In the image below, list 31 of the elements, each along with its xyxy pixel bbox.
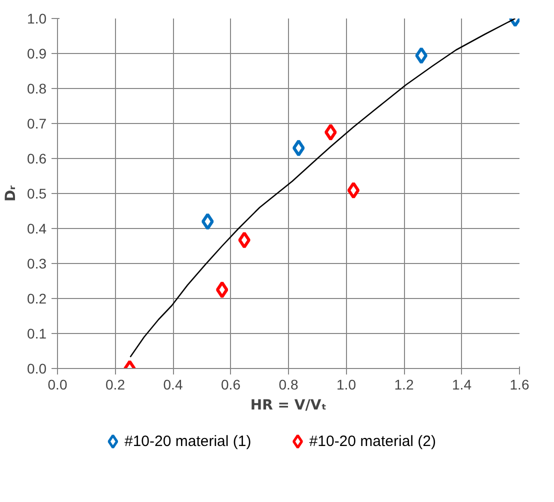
x-tick-label: 0.6 bbox=[221, 376, 241, 392]
point bbox=[347, 182, 360, 199]
x-tick-label: 0.8 bbox=[278, 376, 298, 392]
legend-label: #10-20 material (1) bbox=[124, 433, 252, 450]
y-tick-label: 0.9 bbox=[27, 46, 47, 62]
x-tick-label: 0.4 bbox=[163, 376, 183, 392]
y-tick-label: 0.6 bbox=[27, 150, 47, 166]
y-tick-label: 0.7 bbox=[27, 116, 47, 132]
y-axis-title: Dᵣ bbox=[3, 184, 20, 202]
x-tick-label: 1.2 bbox=[394, 376, 414, 392]
x-tick-label: 1.0 bbox=[336, 376, 356, 392]
x-tick-label: 1.4 bbox=[452, 376, 472, 392]
point bbox=[324, 124, 337, 141]
legend-label: #10-20 material (2) bbox=[309, 433, 436, 450]
y-tick-label: 0.4 bbox=[27, 220, 47, 236]
y-tick-label: 0.5 bbox=[27, 186, 47, 202]
point bbox=[238, 232, 250, 249]
y-tick-label: 0.8 bbox=[27, 80, 47, 96]
y-tick-label: 0.0 bbox=[27, 360, 47, 376]
point bbox=[292, 140, 305, 156]
x-axis-title: HR = V/Vₜ bbox=[250, 398, 327, 414]
point bbox=[216, 281, 228, 298]
point bbox=[201, 213, 214, 230]
y-tick-label: 0.1 bbox=[27, 326, 47, 342]
x-tick-label: 1.6 bbox=[510, 376, 530, 392]
x-tick-label: 0.0 bbox=[48, 376, 68, 392]
y-tick-label: 1.0 bbox=[27, 10, 47, 26]
point bbox=[415, 47, 428, 64]
y-tick-label: 0.3 bbox=[27, 256, 47, 272]
y-tick-label: 0.2 bbox=[27, 290, 47, 306]
x-tick-label: 0.2 bbox=[106, 376, 126, 392]
